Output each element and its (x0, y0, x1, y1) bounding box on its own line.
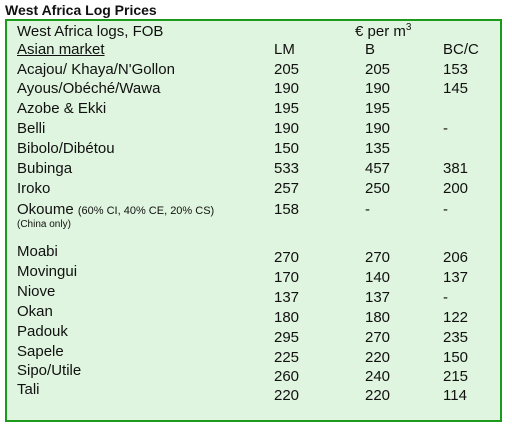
b-price: 135 (365, 140, 391, 157)
lm-price: 180 (274, 309, 300, 326)
species-name: Okoume (60% CI, 40% CE, 20% CS) (17, 201, 215, 218)
b-price: 220 (365, 349, 391, 366)
page-title: West Africa Log Prices (5, 2, 157, 18)
lm-price: 257 (274, 180, 300, 197)
market-label: Asian market (17, 41, 105, 58)
b-price: - (365, 201, 370, 218)
b-price: 220 (365, 387, 391, 404)
b-price: 205 (365, 61, 391, 78)
lm-price: 260 (274, 368, 300, 385)
unit-label: € per m3 (355, 22, 412, 41)
species-name: Padouk (17, 323, 68, 340)
b-price: 140 (365, 269, 391, 286)
species-name: Belli (17, 120, 46, 137)
lm-price: 137 (274, 289, 300, 306)
bc-price: 145 (443, 80, 469, 97)
lm-price: 205 (274, 61, 300, 78)
species-name: Ayous/Obéché/Wawa (17, 80, 161, 97)
b-price: 190 (365, 120, 391, 137)
b-price: 270 (365, 249, 391, 266)
lm-price: 195 (274, 100, 300, 117)
b-price: 190 (365, 80, 391, 97)
lm-price: 533 (274, 160, 300, 177)
species-name: Bibolo/Dibétou (17, 140, 115, 157)
bc-price: - (443, 120, 448, 137)
col-lm-header: LM (274, 41, 295, 58)
lm-price: 170 (274, 269, 300, 286)
lm-price: 295 (274, 329, 300, 346)
species-name: Niove (17, 283, 56, 300)
species-name: Okan (17, 303, 53, 320)
species-name: Sapele (17, 343, 64, 360)
species-name: Moabi (17, 243, 58, 260)
lm-price: 190 (274, 120, 300, 137)
price-table: West Africa logs, FOB € per m3 Asian mar… (5, 19, 502, 422)
species-name: Bubinga (17, 160, 73, 177)
bc-price: - (443, 289, 448, 306)
bc-price: 381 (443, 160, 469, 177)
species-name: Sipo/Utile (17, 362, 82, 379)
bc-price: 206 (443, 249, 469, 266)
lm-price: 158 (274, 201, 300, 218)
lm-price: 225 (274, 349, 300, 366)
table-label: West Africa logs, FOB (17, 23, 164, 40)
species-name: Movingui (17, 263, 78, 280)
species-name: Azobe & Ekki (17, 100, 107, 117)
lm-price: 270 (274, 249, 300, 266)
species-name: Acajou/ Khaya/N'Gollon (17, 61, 175, 78)
b-price: 180 (365, 309, 391, 326)
species-name: Iroko (17, 180, 51, 197)
b-price: 195 (365, 100, 391, 117)
col-bc-header: BC/C (443, 41, 479, 58)
bc-price: 215 (443, 368, 469, 385)
b-price: 457 (365, 160, 391, 177)
b-price: 270 (365, 329, 391, 346)
bc-price: 235 (443, 329, 469, 346)
b-price: 240 (365, 368, 391, 385)
bc-price: - (443, 201, 448, 218)
b-price: 137 (365, 289, 391, 306)
lm-price: 220 (274, 387, 300, 404)
species-note: (60% CI, 40% CE, 20% CS) (77, 205, 215, 217)
bc-price: 114 (443, 387, 467, 404)
bc-price: 122 (443, 309, 469, 326)
species-subnote: (China only) (17, 219, 71, 230)
b-price: 250 (365, 180, 391, 197)
bc-price: 153 (443, 61, 469, 78)
bc-price: 200 (443, 180, 469, 197)
col-b-header: B (365, 41, 376, 58)
bc-price: 137 (443, 269, 469, 286)
lm-price: 150 (274, 140, 300, 157)
bc-price: 150 (443, 349, 469, 366)
lm-price: 190 (274, 80, 300, 97)
species-name: Tali (17, 381, 40, 398)
